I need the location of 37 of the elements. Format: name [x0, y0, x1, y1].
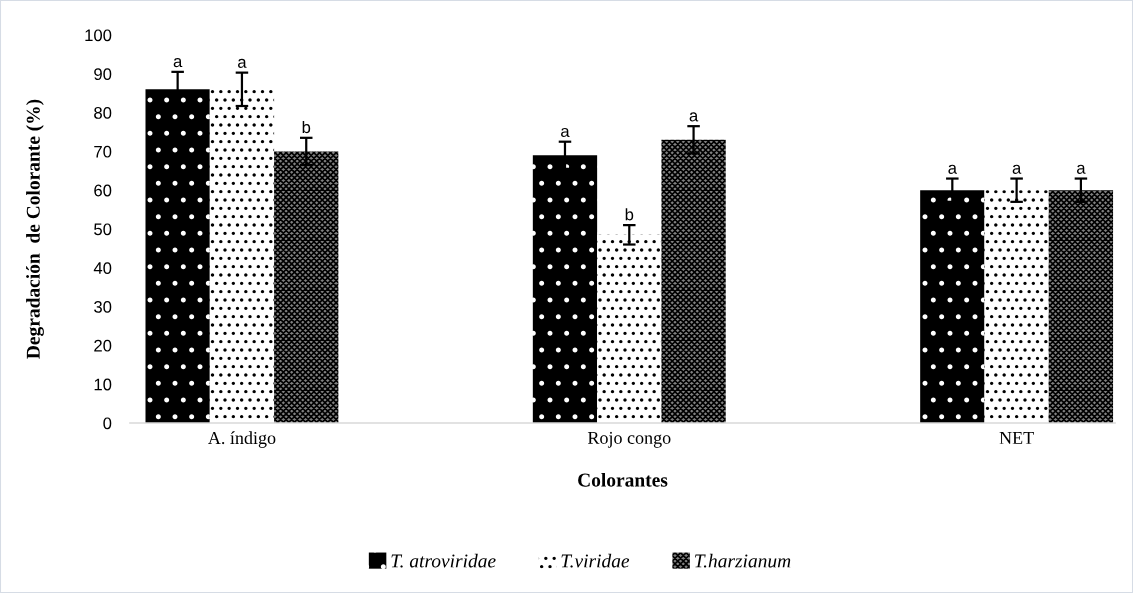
data-label: b [625, 208, 634, 221]
y-tick-label: 100 [85, 29, 112, 42]
y-tick-label: 70 [94, 145, 112, 158]
data-label: a [1012, 164, 1022, 174]
y-tick-label: 80 [94, 107, 112, 119]
legend-label: T.harzianum [695, 553, 791, 568]
bar [532, 155, 598, 423]
bar [984, 190, 1049, 423]
x-tick-label: NET [999, 432, 1034, 444]
bar [920, 190, 985, 423]
data-label: a [238, 58, 247, 68]
legend-label: T.viridae [561, 553, 630, 568]
x-axis-title: Colorantes [578, 473, 668, 487]
y-tick-label: 60 [94, 184, 112, 197]
legend-label: T. atroviridae [391, 553, 496, 568]
y-tick-label: 90 [94, 68, 112, 80]
x-tick-label: Rojo congo [587, 431, 671, 448]
y-tick-label: 10 [94, 378, 112, 391]
bar [661, 139, 726, 423]
y-axis-title: Degradación de Colorante (%) [26, 99, 44, 359]
y-tick-label: 0 [103, 417, 112, 430]
data-label: a [689, 112, 699, 122]
y-tick-label: 20 [94, 339, 112, 352]
y-tick-label: 50 [94, 223, 112, 236]
data-label: a [948, 164, 957, 174]
bar [1048, 190, 1114, 423]
y-tick-label: 30 [94, 301, 112, 313]
data-label: a [561, 127, 570, 138]
data-label: a [173, 58, 183, 68]
bar [209, 89, 275, 423]
y-tick-label: 40 [93, 262, 112, 274]
bar [597, 234, 662, 423]
x-tick-label: A. índigo [208, 431, 276, 448]
bar [145, 89, 210, 423]
bar [274, 151, 339, 423]
data-label: a [1076, 164, 1086, 174]
data-label: b [302, 120, 311, 134]
